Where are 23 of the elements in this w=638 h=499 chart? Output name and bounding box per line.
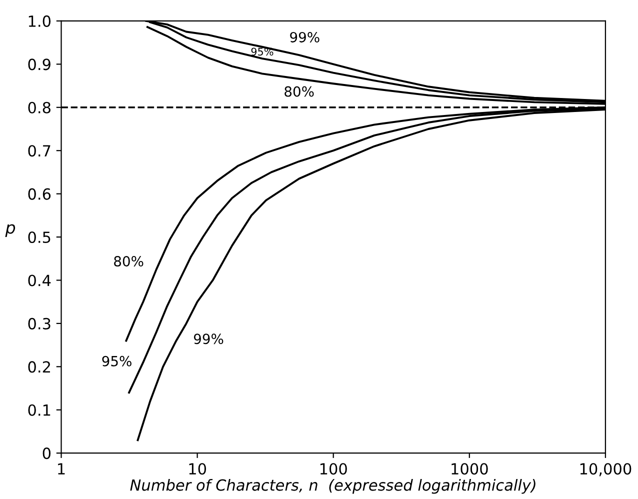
y-tick-label: 0.3 xyxy=(28,318,50,330)
y-tick-label: 0 xyxy=(42,448,51,460)
y-tick-label: 0.8 xyxy=(28,102,50,114)
y-tick-label: 0.9 xyxy=(28,58,50,70)
y-axis-title: p xyxy=(5,224,16,238)
series-label: 99% xyxy=(290,32,320,42)
y-tick-label: 0.2 xyxy=(28,361,50,373)
x-tick-label: 1000 xyxy=(452,463,488,475)
x-tick-label: 10 xyxy=(189,463,206,475)
series-label: 80% xyxy=(114,256,144,267)
series-label: 95% xyxy=(102,356,132,366)
x-tick-label: 1 xyxy=(58,463,65,474)
y-tick-label: 0.7 xyxy=(28,145,50,157)
y-tick-label: 1.0 xyxy=(28,15,51,27)
series-label: 80% xyxy=(284,86,314,97)
y-tick-label: 0.5 xyxy=(28,231,50,244)
y-tick-label: 0.6 xyxy=(28,188,51,200)
y-tick-label: 0.1 xyxy=(28,404,50,416)
x-axis-title: Number of Characters, n (expressed logarithmically) xyxy=(130,478,536,494)
x-tick-label: 10,000 xyxy=(580,463,632,476)
x-tick-label: 100 xyxy=(320,463,347,475)
y-tick-label: 0.4 xyxy=(28,274,51,286)
series-label: 99% xyxy=(194,334,224,344)
